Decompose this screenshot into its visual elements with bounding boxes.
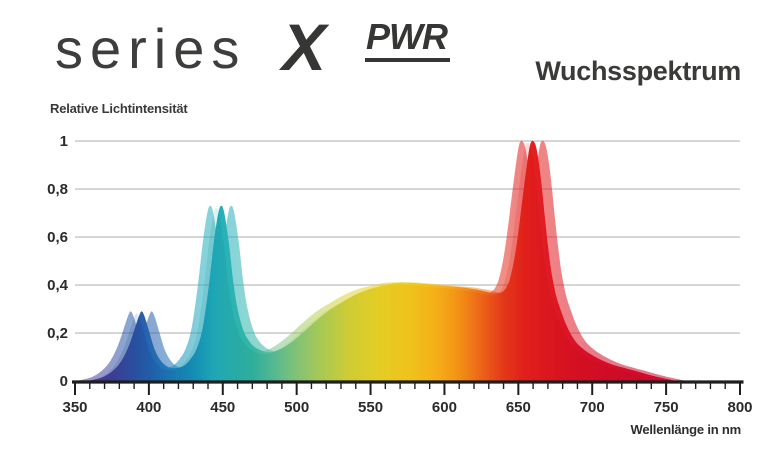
x-tick-labels: 350 400 450 500 550 600 650 700 750 800: [62, 399, 752, 416]
svg-text:750: 750: [654, 399, 679, 416]
svg-text:0,4: 0,4: [47, 277, 69, 294]
brand-series-text: series: [55, 17, 247, 80]
x-axis-label: Wellenlänge in nm: [630, 422, 742, 437]
svg-text:700: 700: [580, 399, 605, 416]
brand-pwr-text: PWR: [365, 19, 450, 62]
svg-text:500: 500: [284, 399, 309, 416]
y-tick-labels: 0 0,2 0,4 0,6 0,8 1: [47, 133, 69, 390]
svg-text:650: 650: [506, 399, 531, 416]
svg-text:1: 1: [60, 133, 68, 150]
svg-text:550: 550: [358, 399, 383, 416]
y-axis-label: Relative Lichtintensität: [50, 101, 188, 116]
x-axis: [72, 380, 744, 395]
chart-title: Wuchsspektrum: [535, 56, 741, 86]
svg-text:0,2: 0,2: [47, 325, 68, 342]
svg-text:350: 350: [62, 399, 87, 416]
svg-text:450: 450: [210, 399, 235, 416]
svg-text:400: 400: [136, 399, 161, 416]
svg-text:600: 600: [432, 399, 457, 416]
svg-text:0: 0: [60, 373, 68, 390]
svg-text:0,6: 0,6: [47, 229, 68, 246]
spectrum-area: [75, 140, 687, 383]
brand-logo: series X PWR: [55, 0, 455, 90]
svg-text:0,8: 0,8: [47, 181, 68, 198]
brand-x-text: X: [282, 10, 326, 84]
svg-text:800: 800: [727, 399, 752, 416]
